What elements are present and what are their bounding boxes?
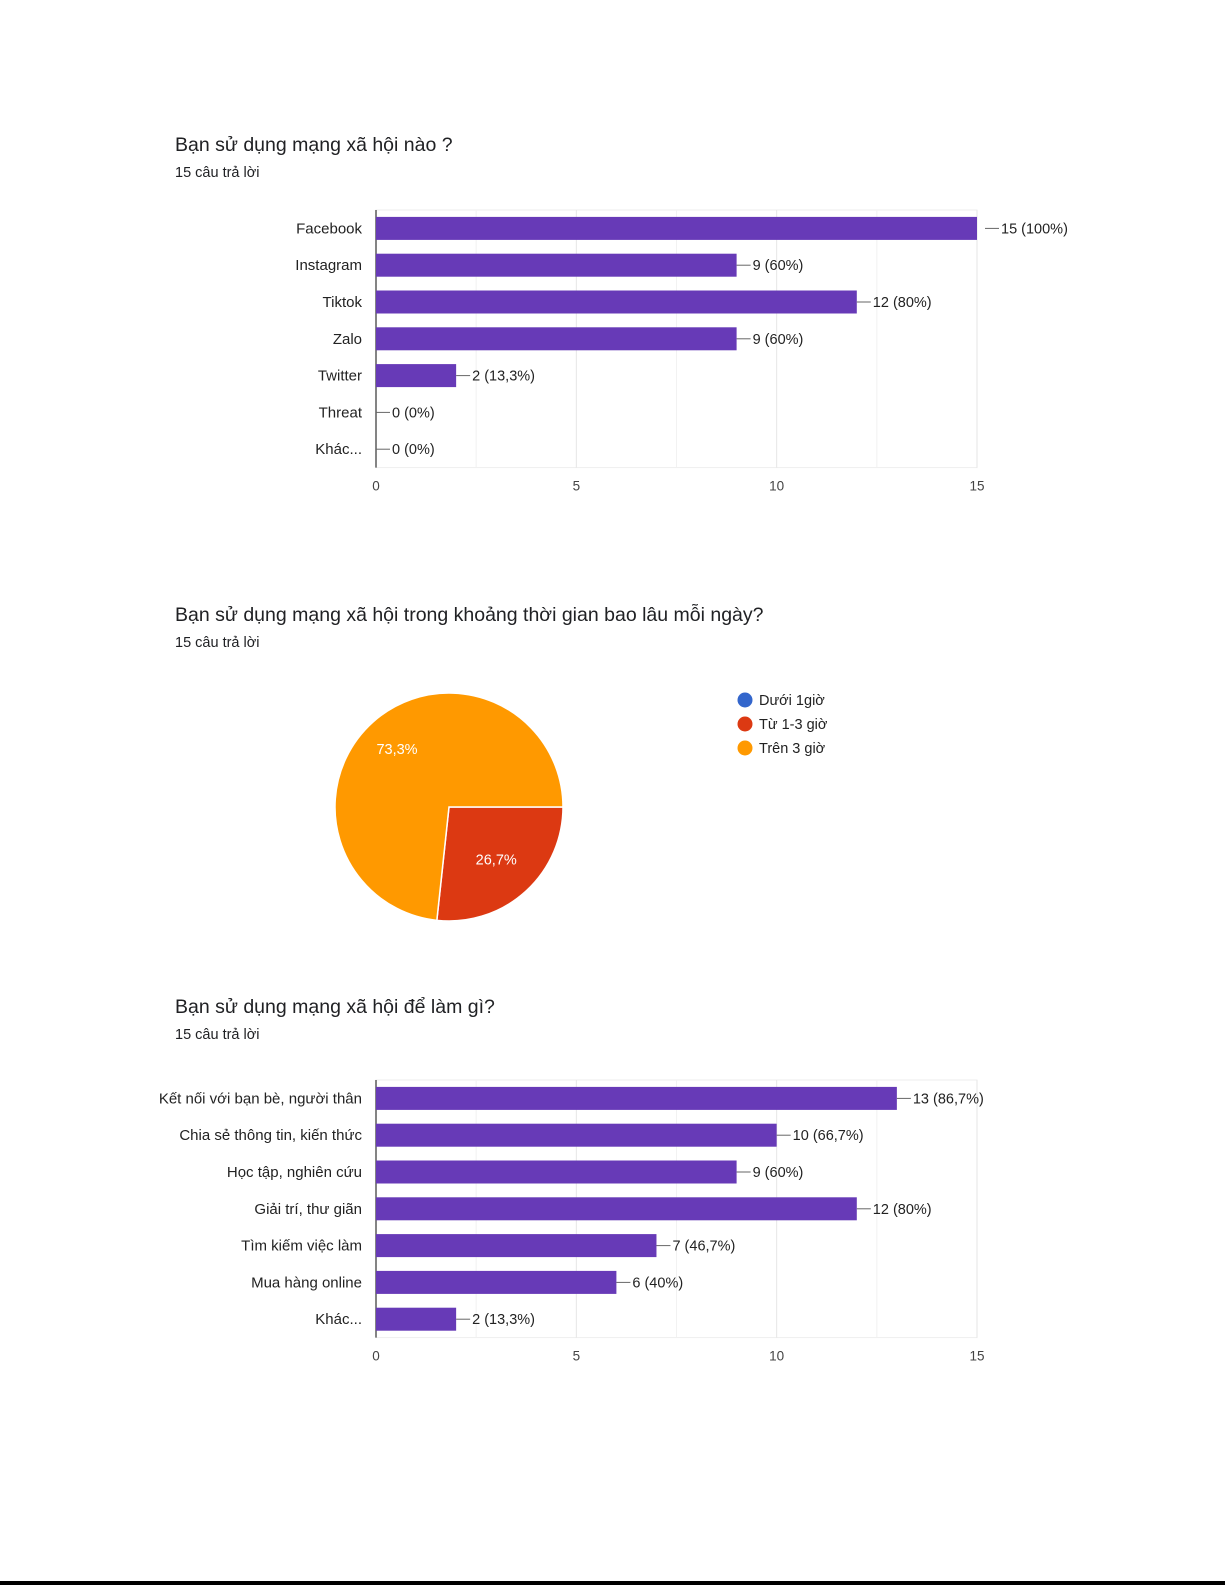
x-tick-label: 15 <box>969 479 984 494</box>
category-label: Threat <box>319 404 363 421</box>
data-label: 9 (60%) <box>753 332 804 348</box>
chart-title: Bạn sử dụng mạng xã hội trong khoảng thờ… <box>175 604 764 626</box>
category-label: Kết nối với bạn bè, người thân <box>159 1090 362 1107</box>
data-label: 0 (0%) <box>392 405 435 421</box>
x-tick-label: 10 <box>769 1349 784 1364</box>
category-label: Tìm kiếm việc làm <box>241 1238 362 1255</box>
data-label: 12 (80%) <box>873 295 932 311</box>
bar <box>376 253 737 277</box>
bar <box>376 327 737 351</box>
category-label: Khác... <box>315 441 362 458</box>
data-label: 13 (86,7%) <box>913 1091 984 1107</box>
pie-chart-daily-time: 26,7% 73,3% Dưới 1giờ Từ 1-3 giờ Trên 3 giờ <box>334 692 828 922</box>
category-label: Instagram <box>295 257 362 274</box>
bar <box>376 290 857 314</box>
x-tick-label: 10 <box>769 479 784 494</box>
category-label: Giải trí, thư giãn <box>254 1201 362 1218</box>
data-label: 15 (100%) <box>1001 221 1068 237</box>
data-label: 12 (80%) <box>873 1202 932 1218</box>
bar <box>376 1197 857 1221</box>
legend-swatch <box>737 716 753 732</box>
data-label: 0 (0%) <box>392 442 435 458</box>
data-label: 10 (66,7%) <box>793 1128 864 1144</box>
bar <box>376 216 977 240</box>
legend-label: Dưới 1giờ <box>759 693 825 709</box>
slice-label: 73,3% <box>376 742 417 758</box>
category-label: Zalo <box>333 331 362 348</box>
category-label: Chia sẻ thông tin, kiến thức <box>179 1127 362 1144</box>
x-tick-label: 15 <box>969 1349 984 1364</box>
x-tick-label: 0 <box>372 1349 380 1364</box>
category-label: Mua hàng online <box>251 1274 362 1291</box>
bar <box>376 1086 897 1110</box>
category-label: Facebook <box>296 220 362 237</box>
legend-label: Trên 3 giờ <box>759 741 826 757</box>
data-label: 9 (60%) <box>753 258 804 274</box>
response-count: 15 câu trả lời <box>175 635 260 651</box>
bar <box>376 1123 777 1147</box>
category-label: Twitter <box>318 368 362 385</box>
pie-slice <box>334 692 564 922</box>
data-label: 2 (13,3%) <box>472 1312 535 1328</box>
data-label: 2 (13,3%) <box>472 369 535 385</box>
category-label: Khác... <box>315 1311 362 1328</box>
bar-chart-purpose: Kết nối với bạn bè, người thân 13 (86,7%)… <box>159 1079 985 1364</box>
chart-title: Bạn sử dụng mạng xã hội để làm gì? <box>175 996 495 1018</box>
legend-label: Từ 1-3 giờ <box>759 717 828 733</box>
x-tick-label: 0 <box>372 479 380 494</box>
category-label: Tiktok <box>323 294 363 311</box>
category-label: Học tập, nghiên cứu <box>227 1164 362 1181</box>
x-tick-label: 5 <box>573 1349 581 1364</box>
pie-slice <box>436 806 564 922</box>
chart-title: Bạn sử dụng mạng xã hội nào ? <box>175 134 453 156</box>
response-count: 15 câu trả lời <box>175 165 260 181</box>
bar <box>376 1234 657 1258</box>
bar-chart-social-networks: Facebook 15 (100%) Instagram 9 (60%) Tiktok 1… <box>295 209 1068 494</box>
page-bottom-rule <box>0 1581 1225 1585</box>
data-label: 7 (46,7%) <box>672 1239 735 1255</box>
x-tick-label: 5 <box>573 479 581 494</box>
legend-swatch <box>737 740 753 756</box>
data-label: 6 (40%) <box>632 1275 683 1291</box>
legend-swatch <box>737 692 753 708</box>
bar <box>376 1307 457 1331</box>
slice-label: 26,7% <box>476 853 517 869</box>
bar <box>376 1160 737 1184</box>
response-count: 15 câu trả lời <box>175 1027 260 1043</box>
data-label: 9 (60%) <box>753 1165 804 1181</box>
bar <box>376 1270 617 1294</box>
bar <box>376 364 457 388</box>
